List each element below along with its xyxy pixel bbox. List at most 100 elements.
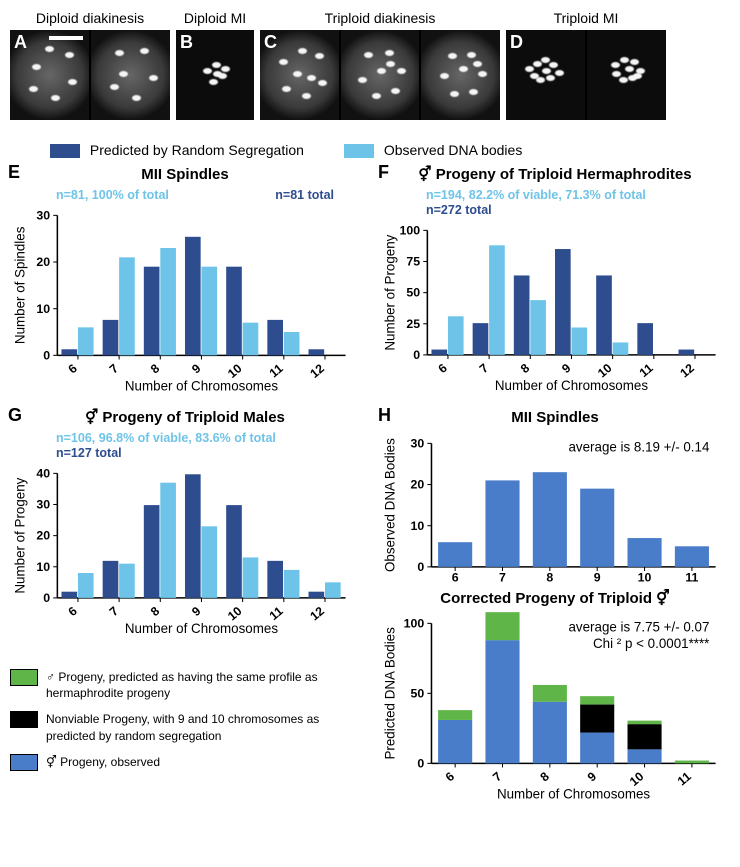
svg-text:9: 9: [559, 361, 573, 376]
legend-side-row: ♂ Progeny, predicted as having the same …: [10, 669, 360, 701]
svg-text:50: 50: [411, 687, 425, 701]
svg-text:7: 7: [477, 361, 491, 376]
chromosome-dot-icon: [298, 48, 307, 54]
chromosome-dot-icon: [115, 50, 124, 56]
chart-g-sub-obs: n=106, 96.8% of viable, 83.6% of total: [56, 431, 276, 445]
svg-text:50: 50: [406, 286, 420, 300]
panel-letter-h: H: [378, 405, 391, 426]
chromosome-dot-icon: [149, 75, 158, 81]
svg-text:7: 7: [490, 770, 504, 785]
svg-text:6: 6: [66, 604, 80, 619]
legend-observed-label: Observed DNA bodies: [384, 142, 523, 158]
panel-letter-a: A: [14, 32, 27, 53]
chart-g-sub: n=106, 96.8% of viable, 83.6% of total n…: [56, 431, 360, 461]
chromosome-dot-icon: [29, 86, 38, 92]
chromosome-dot-icon: [448, 53, 457, 59]
chromosome-dot-icon: [397, 68, 406, 74]
svg-text:30: 30: [36, 209, 50, 223]
chromosome-dot-icon: [221, 66, 230, 72]
chart-g-title: ⚥ Progeny of Triploid Males: [10, 409, 360, 431]
chromosome-dot-icon: [467, 52, 476, 58]
legend-observed: Observed DNA bodies: [344, 142, 522, 158]
scale-bar-icon: [49, 36, 83, 40]
chromosome-dot-icon: [358, 77, 367, 83]
chromosome-dot-icon: [385, 50, 394, 56]
micrograph-c: C: [260, 30, 500, 120]
micrograph-title: Triploid MI: [506, 10, 666, 26]
svg-text:20: 20: [36, 529, 50, 543]
legend-side-row: Nonviable Progeny, with 9 and 10 chromos…: [10, 711, 360, 743]
svg-text:6: 6: [443, 770, 457, 785]
chromosome-dot-icon: [611, 62, 620, 68]
chromosome-dot-icon: [533, 61, 542, 67]
chromosome-dot-icon: [546, 75, 555, 81]
svg-text:9: 9: [585, 770, 599, 785]
chromosome-dot-icon: [65, 52, 74, 58]
legend-predicted-label: Predicted by Random Segregation: [90, 142, 304, 158]
chromosome-dot-icon: [140, 48, 149, 54]
svg-text:8: 8: [148, 604, 162, 619]
svg-text:Chi ² p < 0.0001****: Chi ² p < 0.0001****: [593, 636, 709, 651]
svg-text:Number of Chromosomes: Number of Chromosomes: [125, 379, 278, 394]
chromosome-dot-icon: [212, 62, 221, 68]
panel-g: G ⚥ Progeny of Triploid Males n=106, 96.…: [10, 409, 360, 807]
panel-h: H MII Spindles 010203067891011Observed D…: [380, 409, 730, 807]
hermaph-symbol-icon: ⚥: [85, 410, 98, 426]
svg-text:7: 7: [107, 362, 121, 377]
svg-text:10: 10: [36, 302, 50, 316]
chromosome-dot-icon: [542, 68, 551, 74]
chromosome-dot-icon: [282, 86, 291, 92]
chart-h-bottom-svg: 05010067891011Predicted DNA BodiesNumber…: [380, 611, 730, 807]
svg-text:0: 0: [43, 349, 50, 363]
svg-text:100: 100: [404, 617, 425, 631]
svg-text:12: 12: [307, 362, 327, 382]
legend-side-row: ⚥ Progeny, observed: [10, 754, 360, 771]
chromosome-dot-icon: [625, 66, 634, 72]
chromosome-dot-icon: [555, 70, 564, 76]
micrograph-title: Diploid MI: [176, 10, 254, 26]
chromosome-dot-icon: [530, 73, 539, 79]
chromosome-dot-icon: [318, 80, 327, 86]
micrograph-cell: [421, 30, 500, 120]
svg-text:100: 100: [400, 224, 421, 238]
chromosome-dot-icon: [469, 89, 478, 95]
chromosome-dot-icon: [440, 73, 449, 79]
svg-text:9: 9: [189, 604, 203, 619]
svg-text:7: 7: [499, 570, 506, 584]
hermaph-symbol-icon: ⚥: [418, 167, 431, 183]
panel-letter-c: C: [264, 32, 277, 53]
chart-e-sub: n=81, 100% of total n=81 total: [56, 188, 360, 203]
legend-side-label: Nonviable Progeny, with 9 and 10 chromos…: [46, 711, 360, 743]
chart-h-bottom-title: Corrected Progeny of Triploid ⚥: [380, 589, 730, 611]
svg-text:10: 10: [411, 519, 425, 533]
svg-text:6: 6: [66, 362, 80, 377]
svg-text:30: 30: [36, 497, 50, 511]
chromosome-dot-icon: [541, 57, 550, 63]
chart-e-sub-pred: n=81 total: [275, 188, 334, 203]
micrograph-title: Triploid diakinesis: [260, 10, 500, 26]
swatch-predicted: [50, 144, 80, 158]
svg-text:0: 0: [417, 560, 424, 574]
svg-text:Number of Chromosomes: Number of Chromosomes: [125, 621, 278, 636]
chromosome-dot-icon: [478, 71, 487, 77]
micrograph-b: B: [176, 30, 254, 120]
chart-f-title: ⚥ Progeny of Triploid Hermaphrodites: [380, 166, 730, 188]
svg-text:12: 12: [677, 361, 697, 381]
svg-text:6: 6: [452, 570, 459, 584]
chromosome-dot-icon: [386, 61, 395, 67]
panel-letter-g: G: [8, 405, 22, 426]
chromosome-dot-icon: [279, 59, 288, 65]
chart-h-top-title: MII Spindles: [380, 409, 730, 431]
svg-text:9: 9: [189, 362, 203, 377]
svg-text:7: 7: [107, 604, 121, 619]
svg-text:12: 12: [307, 604, 327, 624]
svg-text:9: 9: [594, 570, 601, 584]
legend-side: ♂ Progeny, predicted as having the same …: [10, 669, 360, 771]
svg-text:25: 25: [406, 317, 420, 331]
chromosome-dot-icon: [549, 62, 558, 68]
svg-text:8: 8: [546, 570, 553, 584]
svg-text:average is 7.75 +/- 0.07: average is 7.75 +/- 0.07: [568, 620, 709, 635]
chromosome-dot-icon: [110, 84, 119, 90]
chart-f-sub-pred: n=272 total: [426, 203, 492, 217]
svg-text:Number of Progeny: Number of Progeny: [12, 477, 27, 593]
